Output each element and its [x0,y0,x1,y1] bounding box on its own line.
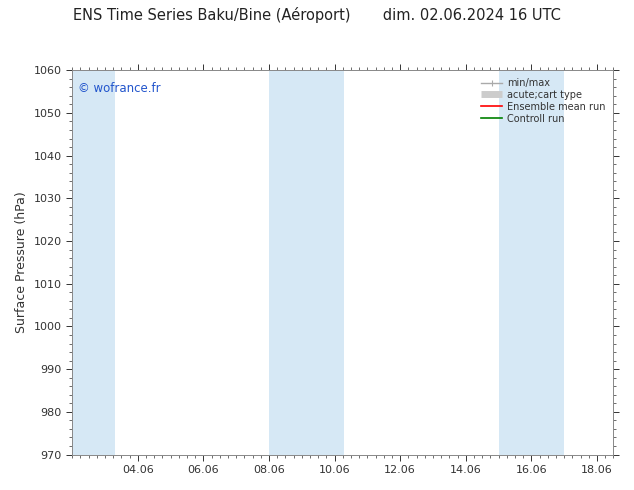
Bar [72,70,115,455]
Bar [498,70,564,455]
Text: ENS Time Series Baku/Bine (Aéroport)       dim. 02.06.2024 16 UTC: ENS Time Series Baku/Bine (Aéroport) dim… [73,7,561,24]
Text: © wofrance.fr: © wofrance.fr [77,82,160,95]
Legend: min/max, acute;cart type, Ensemble mean run, Controll run: min/max, acute;cart type, Ensemble mean … [478,75,609,127]
Y-axis label: Surface Pressure (hPa): Surface Pressure (hPa) [15,192,28,333]
Bar [269,70,344,455]
